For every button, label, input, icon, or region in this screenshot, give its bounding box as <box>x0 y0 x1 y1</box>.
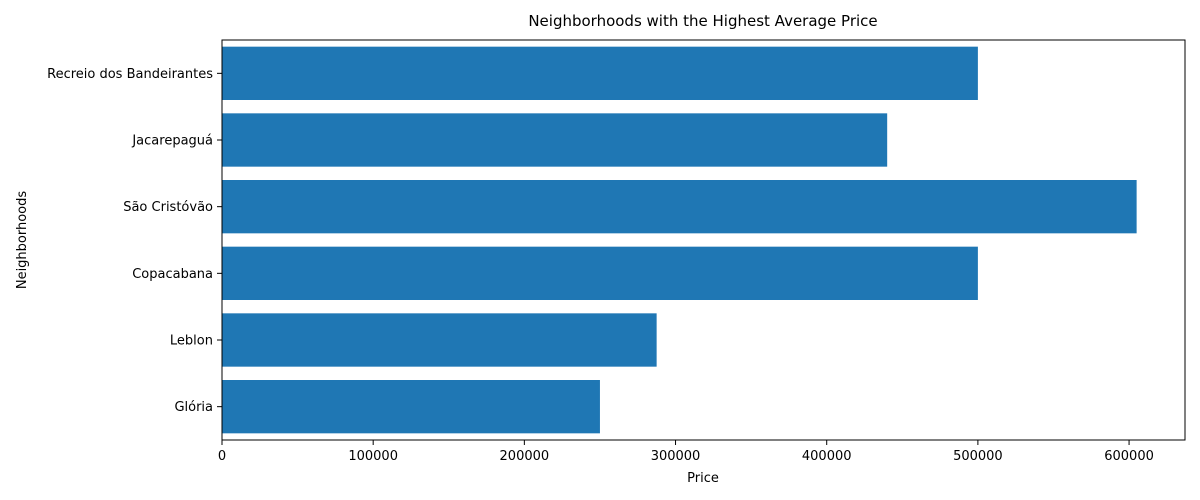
bars-layer <box>222 46 1137 434</box>
x-axis-label: Price <box>687 471 719 486</box>
bar-5 <box>222 380 600 434</box>
x-tick-label-5: 500000 <box>953 449 1003 464</box>
x-tick-label-3: 300000 <box>651 449 701 464</box>
y-tick-label-0: Recreio dos Bandeirantes <box>47 67 213 82</box>
ticks-layer: Recreio dos Bandeirantes Jacarepaguá São C… <box>47 67 1154 464</box>
y-axis-label: Neighborhoods <box>15 191 30 290</box>
y-tick-label-3: Copacabana <box>132 267 213 282</box>
y-tick-label-5: Glória <box>174 400 213 415</box>
plot-frame <box>221 39 1186 441</box>
y-tick-label-2: São Cristóvão <box>123 200 213 215</box>
bar-2 <box>222 180 1137 234</box>
chart-title: Neighborhoods with the Highest Average P… <box>528 12 877 30</box>
x-tick-label-4: 400000 <box>802 449 852 464</box>
y-tick-label-1: Jacarepaguá <box>131 134 213 149</box>
y-tick-label-4: Leblon <box>170 334 213 349</box>
bar-3 <box>222 246 978 300</box>
x-tick-label-2: 200000 <box>500 449 550 464</box>
bar-1 <box>222 113 888 167</box>
bar-4 <box>222 313 657 367</box>
bar-0 <box>222 46 978 100</box>
x-tick-label-1: 100000 <box>348 449 398 464</box>
x-tick-label-0: 0 <box>218 449 226 464</box>
x-tick-label-6: 600000 <box>1104 449 1154 464</box>
